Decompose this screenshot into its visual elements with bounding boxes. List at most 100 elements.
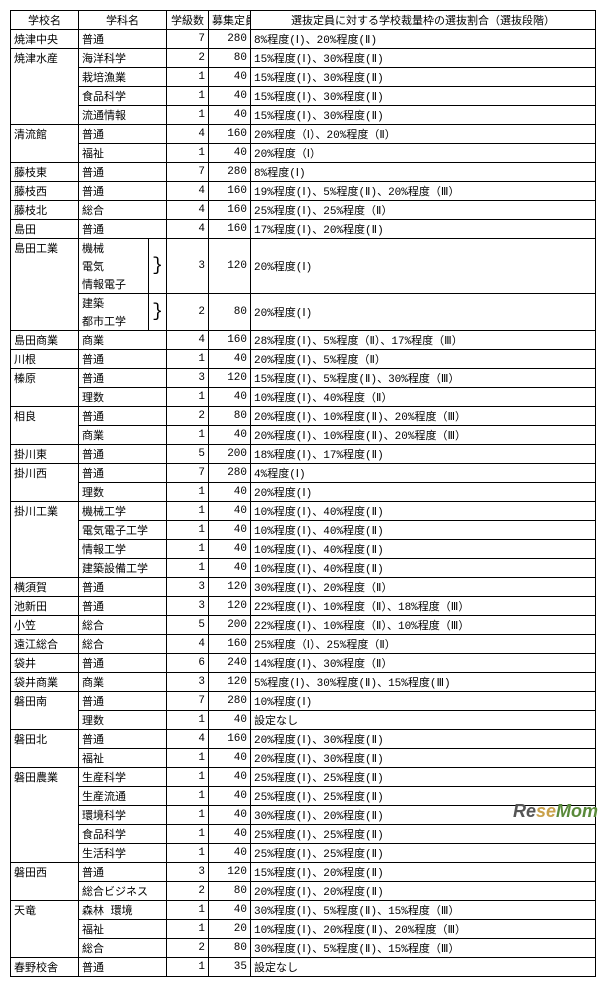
classes-cell: 1 bbox=[167, 749, 209, 768]
dept-cell: 普通 bbox=[79, 350, 167, 369]
table-row: 焼津水産海洋科学28015%程度(Ⅰ)、30%程度(Ⅱ) bbox=[11, 49, 596, 68]
capacity-cell: 40 bbox=[209, 68, 251, 87]
classes-cell: 3 bbox=[167, 673, 209, 692]
ratio-cell: 20%程度(Ⅰ)、20%程度(Ⅱ) bbox=[251, 882, 596, 901]
ratio-cell: 25%程度(Ⅰ)、25%程度(Ⅱ) bbox=[251, 768, 596, 787]
dept-cell: 普通 bbox=[79, 407, 167, 426]
dept-cell: 普通 bbox=[79, 220, 167, 239]
table-row: 藤枝西普通416019%程度(Ⅰ)、5%程度(Ⅱ)、20%程度（Ⅲ） bbox=[11, 182, 596, 201]
header-capacity: 募集定員 bbox=[209, 11, 251, 30]
ratio-cell: 8%程度(Ⅰ)、20%程度(Ⅱ) bbox=[251, 30, 596, 49]
table-row: 小笠総合520022%程度(Ⅰ)、10%程度（Ⅱ）、10%程度（Ⅲ） bbox=[11, 616, 596, 635]
capacity-cell: 160 bbox=[209, 730, 251, 749]
ratio-cell: 22%程度(Ⅰ)、10%程度（Ⅱ）、18%程度（Ⅲ） bbox=[251, 597, 596, 616]
dept-cell: 建築 bbox=[79, 294, 149, 313]
classes-cell: 1 bbox=[167, 68, 209, 87]
school-cell: 藤枝北 bbox=[11, 201, 79, 220]
classes-cell: 4 bbox=[167, 220, 209, 239]
dept-cell: 理数 bbox=[79, 483, 167, 502]
ratio-cell: 10%程度(Ⅰ) bbox=[251, 692, 596, 711]
classes-cell: 7 bbox=[167, 692, 209, 711]
table-row: 商業14020%程度(Ⅰ)、10%程度(Ⅱ)、20%程度（Ⅲ） bbox=[11, 426, 596, 445]
ratio-cell: 30%程度(Ⅰ)、5%程度(Ⅱ)、15%程度（Ⅲ） bbox=[251, 939, 596, 958]
dept-cell: 普通 bbox=[79, 958, 167, 977]
classes-cell: 1 bbox=[167, 920, 209, 939]
dept-cell: 普通 bbox=[79, 597, 167, 616]
table-row: 袋井普通624014%程度(Ⅰ)、30%程度（Ⅱ） bbox=[11, 654, 596, 673]
dept-cell: 栽培漁業 bbox=[79, 68, 167, 87]
ratio-cell: 15%程度(Ⅰ)、30%程度(Ⅱ) bbox=[251, 68, 596, 87]
ratio-cell: 25%程度(Ⅰ)、25%程度(Ⅱ) bbox=[251, 844, 596, 863]
table-row: 天竜森林 環境14030%程度(Ⅰ)、5%程度(Ⅱ)、15%程度（Ⅲ） bbox=[11, 901, 596, 920]
school-cell: 清流館 bbox=[11, 125, 79, 144]
capacity-cell: 40 bbox=[209, 559, 251, 578]
school-cell bbox=[11, 882, 79, 901]
ratio-cell: 10%程度(Ⅰ)、40%程度（Ⅱ） bbox=[251, 388, 596, 407]
school-cell bbox=[11, 787, 79, 806]
classes-cell: 4 bbox=[167, 182, 209, 201]
capacity-cell: 80 bbox=[209, 407, 251, 426]
dept-cell: 情報電子 bbox=[79, 275, 149, 294]
capacity-cell: 160 bbox=[209, 331, 251, 350]
dept-cell: 理数 bbox=[79, 388, 167, 407]
school-cell: 藤枝西 bbox=[11, 182, 79, 201]
table-row: 理数14010%程度(Ⅰ)、40%程度（Ⅱ） bbox=[11, 388, 596, 407]
capacity-cell: 40 bbox=[209, 540, 251, 559]
capacity-cell: 280 bbox=[209, 464, 251, 483]
school-cell: 榛原 bbox=[11, 369, 79, 388]
school-cell: 島田工業 bbox=[11, 239, 79, 258]
dept-cell: 普通 bbox=[79, 163, 167, 182]
classes-cell: 1 bbox=[167, 350, 209, 369]
capacity-cell: 40 bbox=[209, 711, 251, 730]
school-cell: 島田商業 bbox=[11, 331, 79, 350]
school-cell bbox=[11, 426, 79, 445]
dept-cell: 総合 bbox=[79, 635, 167, 654]
table-row: 生活科学14025%程度(Ⅰ)、25%程度(Ⅱ) bbox=[11, 844, 596, 863]
header-row: 学校名 学科名 学級数 募集定員 選抜定員に対する学校裁量枠の選抜割合（選抜段階… bbox=[11, 11, 596, 30]
dept-cell: 海洋科学 bbox=[79, 49, 167, 68]
capacity-cell: 40 bbox=[209, 483, 251, 502]
table-row: 掛川東普通520018%程度(Ⅰ)、17%程度(Ⅱ) bbox=[11, 445, 596, 464]
dept-cell: 生産科学 bbox=[79, 768, 167, 787]
table-row: 総合ビジネス28020%程度(Ⅰ)、20%程度(Ⅱ) bbox=[11, 882, 596, 901]
table-row: 池新田普通312022%程度(Ⅰ)、10%程度（Ⅱ）、18%程度（Ⅲ） bbox=[11, 597, 596, 616]
school-cell bbox=[11, 483, 79, 502]
classes-cell: 1 bbox=[167, 559, 209, 578]
dept-cell: 電気電子工学 bbox=[79, 521, 167, 540]
table-row: 島田普通416017%程度(Ⅰ)、20%程度(Ⅱ) bbox=[11, 220, 596, 239]
school-cell: 遠江総合 bbox=[11, 635, 79, 654]
school-cell: 相良 bbox=[11, 407, 79, 426]
table-row: 磐田南普通728010%程度(Ⅰ) bbox=[11, 692, 596, 711]
table-row: 栽培漁業14015%程度(Ⅰ)、30%程度(Ⅱ) bbox=[11, 68, 596, 87]
school-cell: 磐田農業 bbox=[11, 768, 79, 787]
classes-cell: 1 bbox=[167, 87, 209, 106]
table-row: 福祉12010%程度(Ⅰ)、20%程度(Ⅱ)、20%程度（Ⅲ） bbox=[11, 920, 596, 939]
capacity-cell: 80 bbox=[209, 939, 251, 958]
dept-cell: 商業 bbox=[79, 673, 167, 692]
capacity-cell: 40 bbox=[209, 787, 251, 806]
ratio-cell: 設定なし bbox=[251, 958, 596, 977]
dept-cell: 商業 bbox=[79, 331, 167, 350]
classes-cell: 4 bbox=[167, 331, 209, 350]
capacity-cell: 20 bbox=[209, 920, 251, 939]
capacity-cell: 280 bbox=[209, 163, 251, 182]
table-row: 袋井商業商業31205%程度(Ⅰ)、30%程度(Ⅱ)、15%程度(Ⅲ) bbox=[11, 673, 596, 692]
table-row: 島田商業商業416028%程度(Ⅰ)、5%程度（Ⅱ）、17%程度（Ⅲ） bbox=[11, 331, 596, 350]
ratio-cell: 10%程度(Ⅰ)、40%程度(Ⅱ) bbox=[251, 502, 596, 521]
header-school: 学校名 bbox=[11, 11, 79, 30]
classes-cell: 1 bbox=[167, 106, 209, 125]
dept-cell: 総合 bbox=[79, 616, 167, 635]
capacity-cell: 120 bbox=[209, 863, 251, 882]
ratio-cell: 14%程度(Ⅰ)、30%程度（Ⅱ） bbox=[251, 654, 596, 673]
table-row: 春野校舎普通135設定なし bbox=[11, 958, 596, 977]
dept-cell: 生活科学 bbox=[79, 844, 167, 863]
table-row: 磐田農業生産科学14025%程度(Ⅰ)、25%程度(Ⅱ) bbox=[11, 768, 596, 787]
table-row: 環境科学14030%程度(Ⅰ)、20%程度(Ⅱ) bbox=[11, 806, 596, 825]
school-cell bbox=[11, 711, 79, 730]
school-cell bbox=[11, 312, 79, 331]
dept-cell: 総合ビジネス bbox=[79, 882, 167, 901]
dept-cell: 普通 bbox=[79, 30, 167, 49]
classes-cell: 4 bbox=[167, 635, 209, 654]
capacity-cell: 120 bbox=[209, 239, 251, 294]
school-cell bbox=[11, 144, 79, 163]
